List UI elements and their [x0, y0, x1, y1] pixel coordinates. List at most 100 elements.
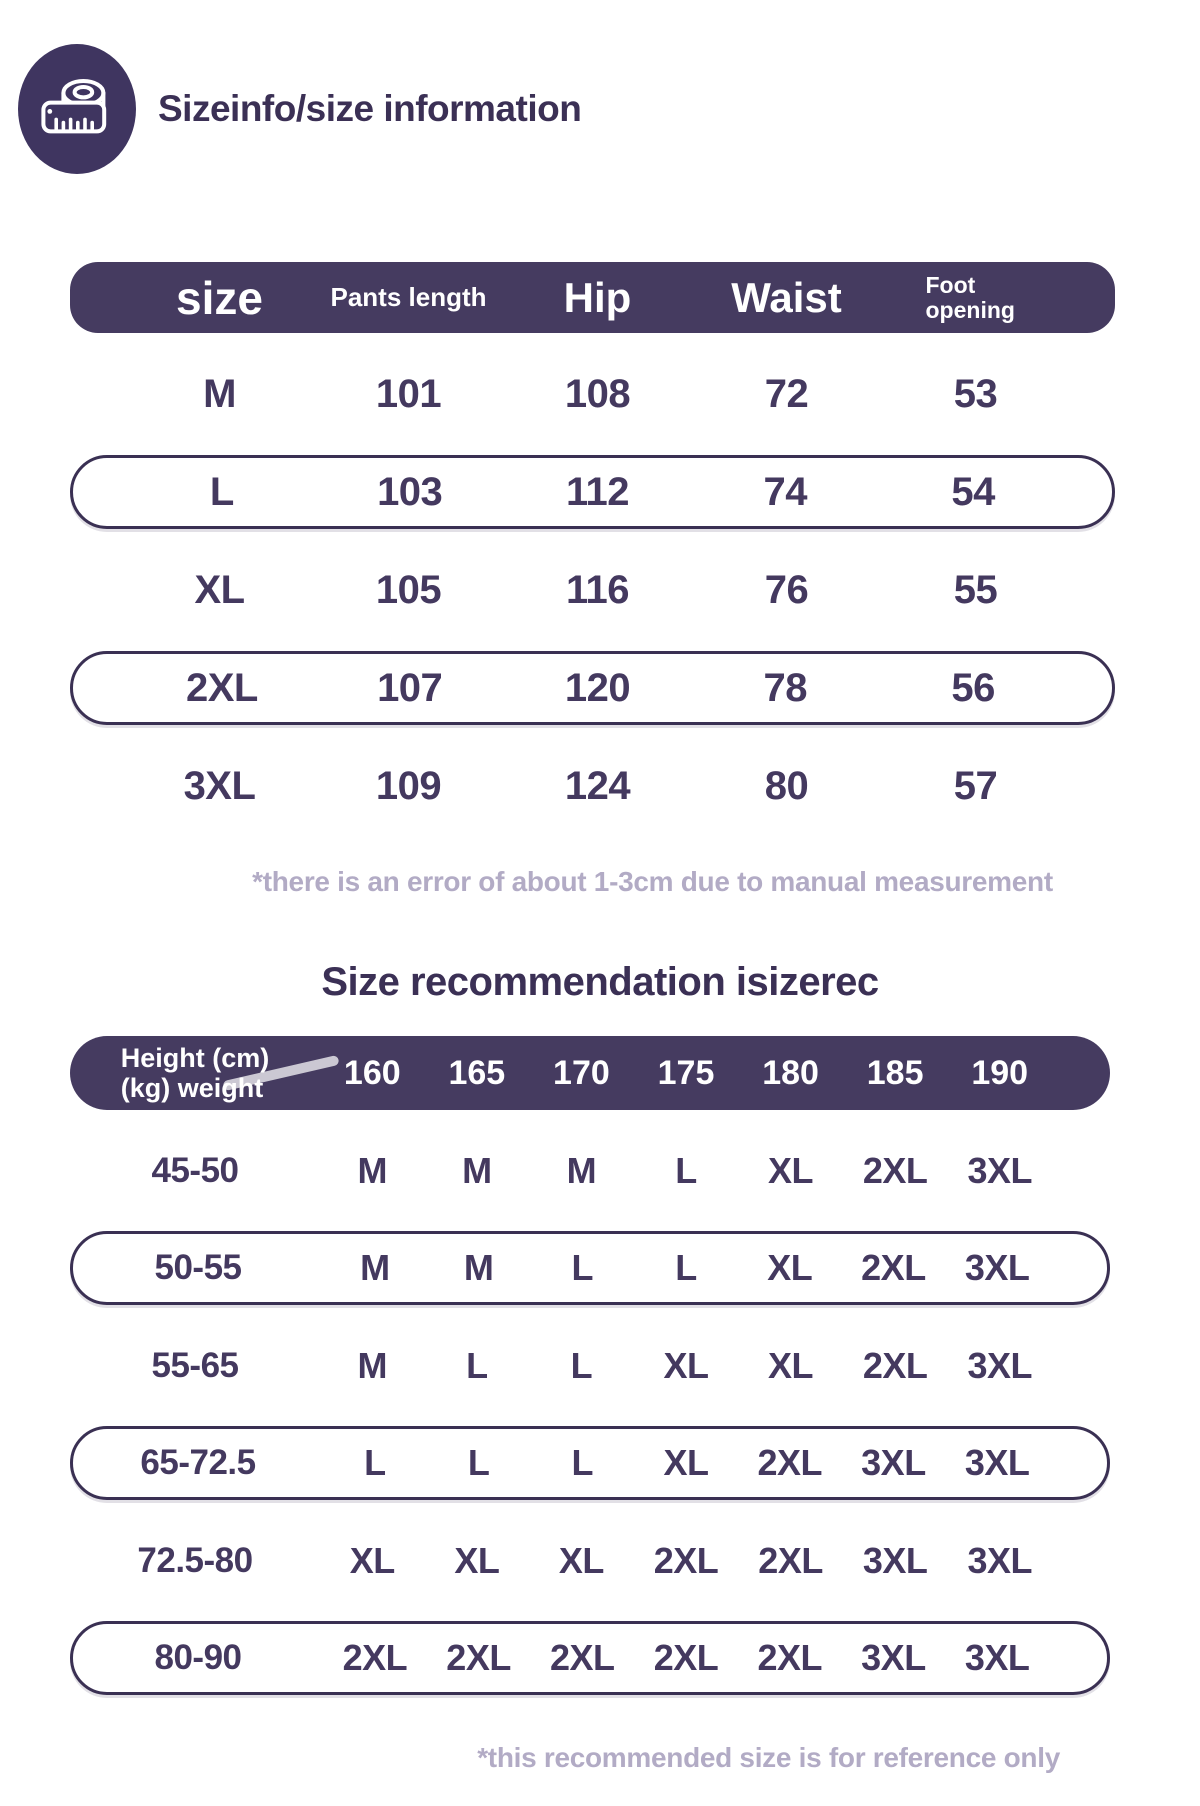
weight-range-label: 65-72.5 — [140, 1443, 256, 1482]
size-cell: L — [571, 1442, 594, 1483]
size-cell: M — [566, 1149, 597, 1191]
size-table-row-3xl: 3XL 109 124 80 57 — [70, 725, 1115, 847]
size-label: XL — [194, 567, 245, 612]
size-cell: XL — [558, 1539, 605, 1581]
size-cell: L — [466, 1344, 488, 1386]
size-cell: 3XL — [862, 1539, 928, 1581]
foot-opening-value: 56 — [951, 665, 995, 710]
size-measurements-table: size Pants length Hip Waist Foot opening… — [70, 262, 1115, 847]
measurement-disclaimer: *there is an error of about 1-3cm due to… — [252, 866, 1053, 897]
size-label: M — [203, 371, 236, 416]
size-table-row-m: M 101 108 72 53 — [70, 333, 1115, 455]
recommendation-disclaimer: *this recommended size is for reference … — [477, 1742, 1060, 1773]
size-cell: 2XL — [653, 1539, 719, 1581]
recommendation-row-65-72.5: 65-72.5 L L L XL 2XL 3XL 3XL — [70, 1426, 1110, 1500]
size-cell: 3XL — [861, 1442, 926, 1483]
size-cell: 2XL — [342, 1637, 408, 1678]
pants-length-value: 107 — [377, 665, 443, 710]
page-title: Sizeinfo/size information — [158, 88, 582, 129]
pants-length-value: 109 — [375, 763, 442, 808]
foot-opening-value: 53 — [953, 371, 998, 416]
weight-range-label: 72.5-80 — [137, 1540, 253, 1580]
column-header-waist: Waist — [731, 273, 842, 321]
corner-label-height: Height (cm) — [120, 1042, 270, 1073]
column-header-hip: Hip — [563, 273, 632, 321]
size-cell: 2XL — [446, 1637, 511, 1678]
size-cell: XL — [454, 1539, 500, 1581]
waist-value: 76 — [764, 567, 809, 612]
size-cell: XL — [663, 1344, 709, 1386]
measuring-tape-icon — [18, 44, 136, 174]
size-cell: 3XL — [964, 1247, 1030, 1288]
height-column-160: 160 — [343, 1053, 401, 1092]
weight-range-label: 55-65 — [151, 1345, 239, 1385]
size-table-row-2xl: 2XL 107 120 78 56 — [70, 651, 1115, 725]
recommendation-row-72.5-80: 72.5-80 XL XL XL 2XL 2XL 3XL 3XL — [70, 1500, 1110, 1621]
size-cell: 2XL — [757, 1442, 822, 1483]
foot-opening-value: 55 — [953, 567, 998, 612]
size-cell: 2XL — [550, 1637, 615, 1678]
size-cell: XL — [767, 1247, 813, 1288]
height-column-190: 190 — [971, 1053, 1029, 1092]
height-column-175: 175 — [657, 1053, 715, 1092]
hip-value: 124 — [564, 763, 631, 808]
size-cell: 3XL — [967, 1149, 1032, 1191]
hip-value: 112 — [565, 469, 630, 514]
size-cell: L — [570, 1344, 593, 1386]
foot-opening-value: 54 — [951, 469, 995, 514]
size-label: 2XL — [185, 665, 258, 710]
size-table-row-xl: XL 105 116 76 55 — [70, 529, 1115, 651]
foot-opening-value: 57 — [953, 763, 998, 808]
height-column-170: 170 — [553, 1053, 610, 1092]
size-cell: 3XL — [964, 1442, 1030, 1483]
size-cell: XL — [768, 1344, 814, 1386]
waist-value: 80 — [764, 763, 809, 808]
size-recommendation-table: Height (cm) (kg) weight 160 165 170 175 … — [70, 1036, 1110, 1695]
size-cell: XL — [768, 1149, 814, 1191]
size-cell: 3XL — [967, 1539, 1032, 1581]
hip-value: 116 — [565, 567, 630, 612]
size-cell: 2XL — [861, 1247, 926, 1288]
recommendation-heading: Size recommendation isizerec — [321, 960, 879, 1004]
brand-header: Sizeinfo/size information — [18, 44, 582, 174]
waist-value: 72 — [764, 371, 809, 416]
pants-length-value: 101 — [375, 371, 442, 416]
column-header-pants-length: Pants length — [330, 282, 487, 312]
size-cell: 2XL — [758, 1539, 823, 1581]
size-table-header-row: size Pants length Hip Waist Foot opening — [70, 262, 1115, 333]
weight-range-label: 50-55 — [154, 1248, 242, 1287]
size-cell: M — [360, 1247, 390, 1288]
waist-value: 74 — [763, 469, 808, 514]
column-header-foot-opening: Foot opening — [925, 271, 1015, 323]
size-cell: L — [467, 1442, 490, 1483]
weight-range-label: 45-50 — [151, 1150, 239, 1190]
size-cell: 3XL — [964, 1637, 1030, 1678]
size-cell: XL — [349, 1539, 396, 1581]
size-cell: 2XL — [653, 1637, 719, 1678]
size-cell: 2XL — [757, 1637, 822, 1678]
size-cell: M — [463, 1247, 494, 1288]
height-weight-corner-label: Height (cm) (kg) weight — [121, 1043, 270, 1103]
size-cell: XL — [663, 1442, 709, 1483]
recommendation-row-55-65: 55-65 M L L XL XL 2XL 3XL — [70, 1305, 1110, 1426]
column-header-size: size — [176, 271, 263, 324]
hip-value: 108 — [564, 371, 631, 416]
size-cell: 3XL — [967, 1344, 1032, 1386]
corner-label-weight: (kg) weight — [120, 1073, 264, 1103]
waist-value: 78 — [763, 665, 808, 710]
recommendation-row-50-55: 50-55 M M L L XL 2XL 3XL — [70, 1231, 1110, 1305]
weight-range-label: 80-90 — [154, 1638, 242, 1677]
hip-value: 120 — [564, 665, 631, 710]
size-label: 3XL — [183, 763, 256, 808]
size-cell: 3XL — [861, 1637, 926, 1678]
size-cell: 2XL — [862, 1149, 928, 1191]
size-cell: M — [462, 1149, 492, 1191]
pants-length-value: 105 — [375, 567, 442, 612]
size-label: L — [209, 469, 234, 514]
recommendation-row-45-50: 45-50 M M M L XL 2XL 3XL — [70, 1110, 1110, 1231]
measuring-tape-glyph — [41, 79, 107, 134]
size-cell: 2XL — [862, 1344, 928, 1386]
size-cell: L — [364, 1442, 386, 1483]
size-cell: M — [357, 1149, 388, 1191]
height-column-185: 185 — [866, 1053, 924, 1092]
